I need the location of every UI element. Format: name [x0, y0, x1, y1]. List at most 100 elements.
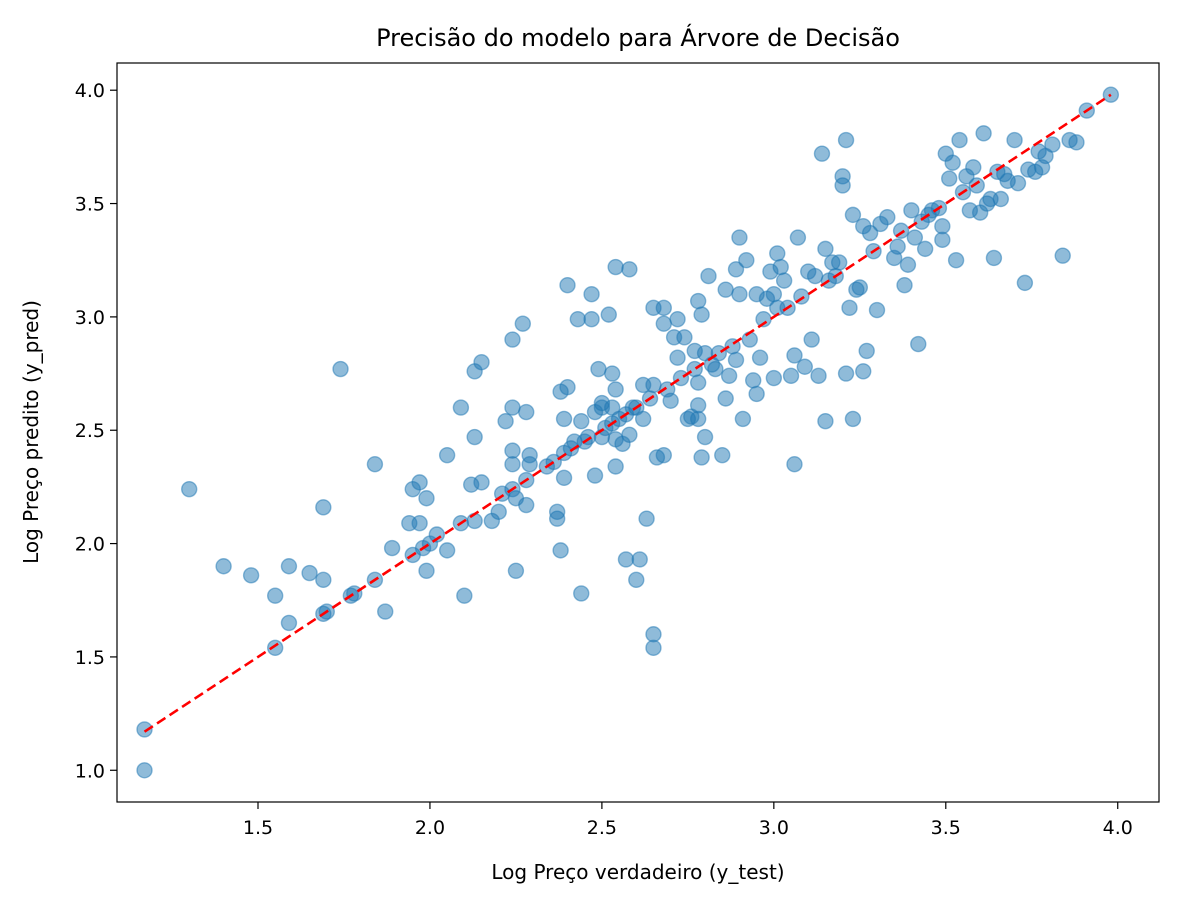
- data-point-146: [731, 229, 748, 246]
- y-axis-label: Log Preço predito (y_pred): [19, 300, 43, 564]
- data-point-114: [655, 315, 672, 332]
- data-point-62: [548, 510, 566, 527]
- data-point-153: [748, 385, 765, 403]
- data-point-109: [645, 626, 662, 643]
- data-point-20: [383, 539, 401, 557]
- data-point-170: [796, 358, 813, 375]
- data-point-10: [315, 571, 332, 589]
- data-point-212: [934, 218, 951, 235]
- data-point-6: [266, 639, 284, 657]
- data-point-68: [559, 276, 576, 294]
- data-point-163: [775, 272, 793, 289]
- data-point-99: [621, 261, 638, 278]
- data-point-167: [786, 456, 803, 473]
- data-point-13: [315, 499, 332, 516]
- data-point-40: [473, 474, 490, 491]
- chart-title: Precisão do modelo para Árvore de Decisã…: [376, 23, 900, 52]
- data-point-121: [672, 369, 690, 387]
- data-point-144: [727, 261, 745, 278]
- data-point-113: [655, 299, 672, 317]
- data-point-206: [910, 335, 927, 353]
- data-point-89: [604, 365, 621, 382]
- data-point-14: [332, 360, 349, 378]
- data-point-149: [738, 252, 755, 269]
- data-point-32: [438, 542, 456, 559]
- data-point-242: [1054, 247, 1071, 264]
- data-point-128: [689, 374, 707, 391]
- data-point-183: [834, 177, 851, 194]
- y-axis: 1.0 1.5 2.0 2.5 3.0 3.5 4.0: [75, 80, 117, 782]
- data-point-9: [301, 564, 318, 582]
- data-point-120: [669, 349, 686, 366]
- data-point-225: [975, 125, 992, 142]
- data-point-122: [676, 329, 693, 346]
- data-point-74: [573, 585, 590, 602]
- data-point-160: [769, 245, 786, 262]
- data-point-165: [782, 367, 800, 385]
- y-tick-label: 4.0: [75, 80, 105, 102]
- data-point-151: [745, 372, 762, 389]
- data-point-115: [655, 446, 672, 464]
- data-point-198: [879, 208, 896, 226]
- data-point-139: [714, 446, 731, 464]
- data-point-106: [638, 510, 655, 527]
- data-point-4: [242, 567, 260, 584]
- data-point-103: [631, 551, 648, 568]
- data-point-190: [851, 279, 869, 296]
- data-point-208: [916, 240, 934, 258]
- data-point-176: [817, 240, 834, 258]
- data-point-25: [411, 514, 428, 532]
- data-point-29: [418, 562, 435, 579]
- data-point-181: [830, 254, 848, 271]
- data-point-66: [555, 410, 573, 428]
- data-point-77: [583, 286, 600, 303]
- data-point-246: [1102, 86, 1120, 103]
- data-point-98: [621, 426, 638, 443]
- data-point-175: [813, 145, 831, 162]
- data-point-127: [689, 292, 707, 310]
- data-point-205: [906, 229, 924, 246]
- data-point-244: [1068, 134, 1085, 151]
- y-tick-label: 1.5: [75, 647, 105, 669]
- data-point-173: [806, 267, 824, 285]
- x-tick-label: 1.5: [243, 817, 273, 839]
- y-tick-label: 1.0: [75, 760, 105, 782]
- data-point-218: [951, 131, 968, 149]
- data-point-194: [861, 224, 879, 242]
- data-point-142: [720, 367, 738, 385]
- data-point-55: [518, 496, 535, 514]
- data-point-196: [868, 301, 886, 319]
- data-point-50: [504, 456, 521, 473]
- data-point-27: [418, 490, 435, 507]
- data-point-97: [617, 551, 635, 568]
- data-point-141: [717, 281, 734, 298]
- data-point-30: [428, 526, 446, 543]
- data-point-24: [411, 474, 428, 491]
- data-point-3: [215, 558, 232, 575]
- data-point-54: [518, 403, 535, 421]
- x-tick-label: 2.5: [587, 817, 617, 839]
- data-point-48: [504, 331, 521, 348]
- data-point-51: [507, 562, 525, 579]
- data-point-72: [569, 310, 587, 328]
- data-point-230: [992, 190, 1010, 208]
- x-tick-label: 3.0: [759, 817, 789, 839]
- data-point-58: [521, 446, 538, 464]
- data-point-86: [600, 306, 617, 323]
- data-point-47: [504, 399, 521, 416]
- reference-line: [143, 93, 1112, 733]
- data-point-154: [751, 349, 769, 366]
- y-tick-label: 3.5: [75, 194, 105, 216]
- data-point-8: [280, 614, 298, 632]
- data-point-159: [765, 369, 783, 387]
- data-point-174: [810, 367, 827, 385]
- data-point-0: [136, 721, 153, 738]
- data-point-140: [717, 390, 734, 407]
- data-point-132: [693, 449, 710, 466]
- data-point-33: [452, 399, 470, 416]
- x-axis: 1.5 2.0 2.5 3.0 3.5 4.0: [243, 802, 1133, 839]
- data-point-192: [855, 363, 872, 380]
- data-point-35: [456, 587, 473, 604]
- data-point-16: [346, 585, 363, 602]
- data-point-223: [968, 177, 985, 194]
